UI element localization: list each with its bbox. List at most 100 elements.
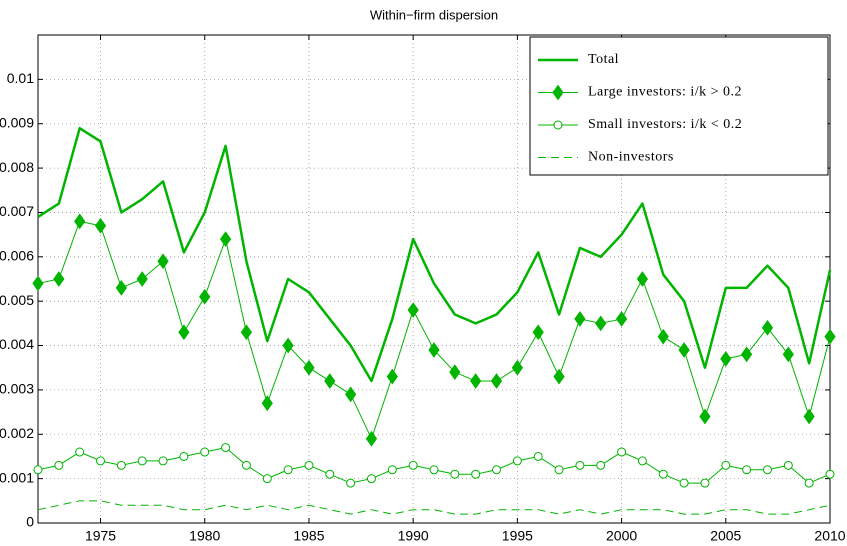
marker xyxy=(596,460,606,470)
y-tick-label: 0.002 xyxy=(0,425,34,441)
marker xyxy=(386,368,398,385)
marker xyxy=(825,469,835,479)
marker xyxy=(200,447,210,457)
marker xyxy=(512,456,522,466)
marker xyxy=(366,474,376,484)
marker xyxy=(94,217,107,234)
y-tick-label: 0.007 xyxy=(0,203,34,219)
marker xyxy=(387,465,397,475)
marker xyxy=(657,328,669,345)
y-tick-label: 0.008 xyxy=(0,159,34,175)
y-tick-label: 0 xyxy=(26,514,34,530)
y-tick-label: 0.005 xyxy=(0,292,34,308)
marker xyxy=(178,324,190,341)
marker xyxy=(574,311,586,327)
marker xyxy=(75,447,85,457)
marker xyxy=(741,346,753,363)
marker xyxy=(782,346,794,363)
y-tick-label: 0.006 xyxy=(0,248,34,264)
marker xyxy=(219,231,232,247)
marker xyxy=(96,456,106,466)
marker xyxy=(492,465,502,475)
marker xyxy=(282,337,294,354)
chart-title: Within−firm dispersion xyxy=(370,7,498,22)
marker xyxy=(554,465,564,475)
y-tick-label: 0.01 xyxy=(7,70,34,86)
marker xyxy=(53,271,65,287)
marker xyxy=(553,120,563,130)
legend-label: Non-investors xyxy=(588,150,674,165)
marker xyxy=(365,430,378,447)
marker xyxy=(345,386,357,403)
marker xyxy=(658,469,668,479)
x-tick-label: 2000 xyxy=(606,528,637,544)
marker xyxy=(221,443,231,453)
marker xyxy=(595,315,607,332)
marker xyxy=(533,451,543,461)
marker xyxy=(408,460,418,470)
marker xyxy=(783,460,793,470)
marker xyxy=(136,271,148,287)
marker xyxy=(470,373,482,389)
marker xyxy=(553,368,565,385)
marker xyxy=(824,328,836,345)
marker xyxy=(490,373,503,389)
marker xyxy=(636,271,649,287)
marker xyxy=(303,359,315,376)
marker xyxy=(511,359,523,376)
marker xyxy=(450,469,460,479)
marker xyxy=(428,342,440,358)
marker xyxy=(742,465,752,475)
x-tick-label: 1980 xyxy=(189,528,220,544)
marker xyxy=(804,478,814,488)
marker xyxy=(33,465,43,475)
marker xyxy=(241,460,251,470)
marker xyxy=(346,478,356,488)
marker xyxy=(679,478,689,488)
marker xyxy=(761,319,774,336)
marker xyxy=(532,324,544,341)
marker xyxy=(262,474,272,484)
marker xyxy=(283,465,293,475)
series-line xyxy=(37,220,831,440)
marker xyxy=(199,288,211,305)
x-tick-label: 2010 xyxy=(814,528,845,544)
marker xyxy=(552,84,564,101)
marker xyxy=(324,373,336,389)
x-tick-label: 1995 xyxy=(502,528,533,544)
marker xyxy=(471,469,481,479)
marker xyxy=(115,280,127,296)
marker xyxy=(137,456,147,466)
x-tick-label: 2005 xyxy=(710,528,741,544)
y-tick-label: 0.001 xyxy=(0,469,34,485)
marker xyxy=(116,460,126,470)
marker xyxy=(158,456,168,466)
legend-label: Small investors: i/k < 0.2 xyxy=(588,117,742,132)
series-line xyxy=(37,126,832,383)
legend: Total Large investors: i/k > 0.2 Small inv… xyxy=(529,36,829,176)
y-tick-label: 0.003 xyxy=(0,381,34,397)
marker xyxy=(637,456,647,466)
y-tick-label: 0.004 xyxy=(0,336,34,352)
legend-box xyxy=(529,36,829,176)
marker xyxy=(54,460,64,470)
marker xyxy=(304,460,314,470)
marker xyxy=(157,253,169,270)
y-tick-label: 0.009 xyxy=(0,114,34,130)
x-tick-label: 1975 xyxy=(85,528,116,544)
marker xyxy=(699,408,711,425)
marker xyxy=(179,451,189,461)
marker xyxy=(617,447,627,457)
marker xyxy=(407,302,419,318)
marker xyxy=(32,275,44,292)
marker xyxy=(74,213,86,230)
marker xyxy=(240,324,253,341)
marker xyxy=(449,364,461,381)
marker xyxy=(720,350,732,367)
marker xyxy=(803,408,815,425)
series-line xyxy=(37,500,831,515)
marker xyxy=(615,311,628,327)
marker xyxy=(429,465,439,475)
